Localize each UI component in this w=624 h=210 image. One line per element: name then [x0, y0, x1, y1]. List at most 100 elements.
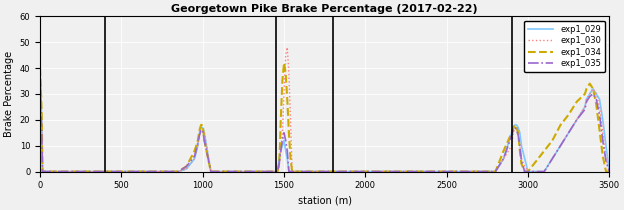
exp1_029 [283, 157, 291, 160]
exp1_030 [586, 93, 593, 95]
exp1_029 [285, 170, 293, 173]
exp1_030 [282, 54, 290, 56]
exp1_035 [196, 134, 203, 136]
exp1_030 [573, 119, 580, 121]
exp1_034 [191, 150, 198, 152]
exp1_035 [275, 163, 283, 165]
exp1_029 [602, 144, 610, 147]
exp1_029 [274, 170, 281, 173]
exp1_035 [197, 129, 205, 131]
exp1_029 [500, 157, 507, 160]
exp1_034 [593, 103, 600, 106]
exp1_035 [586, 95, 593, 98]
exp1_034 [36, 67, 44, 69]
exp1_034 [589, 88, 597, 90]
exp1_034 [511, 124, 519, 126]
exp1_030 [199, 126, 207, 129]
exp1_034 [39, 170, 46, 173]
exp1_035 [175, 170, 182, 173]
exp1_029 [197, 126, 205, 129]
exp1_035 [521, 170, 529, 173]
exp1_034 [514, 131, 522, 134]
exp1_029 [573, 119, 580, 121]
exp1_029 [207, 170, 215, 173]
exp1_034 [276, 144, 284, 147]
exp1_035 [37, 106, 45, 108]
exp1_034 [37, 88, 45, 90]
exp1_034 [199, 124, 207, 126]
exp1_034 [586, 82, 593, 85]
exp1_029 [36, 72, 44, 75]
exp1_030 [207, 170, 215, 173]
exp1_030 [191, 157, 198, 160]
exp1_029 [280, 139, 288, 142]
exp1_035 [279, 139, 286, 142]
exp1_029 [516, 131, 524, 134]
exp1_035 [513, 129, 520, 131]
exp1_029 [586, 93, 593, 95]
exp1_034 [565, 113, 572, 116]
exp1_029 [593, 93, 600, 95]
exp1_030 [283, 46, 291, 49]
exp1_034 [183, 165, 190, 168]
exp1_029 [510, 126, 517, 129]
exp1_030 [510, 131, 517, 134]
exp1_030 [274, 170, 281, 173]
exp1_034 [599, 155, 607, 157]
exp1_029 [605, 170, 613, 173]
exp1_030 [183, 168, 190, 170]
exp1_030 [548, 157, 556, 160]
exp1_035 [183, 165, 190, 168]
exp1_035 [589, 93, 597, 95]
exp1_035 [282, 139, 290, 142]
exp1_034 [275, 163, 283, 165]
exp1_030 [518, 157, 525, 160]
exp1_034 [605, 170, 613, 173]
exp1_029 [511, 124, 519, 126]
exp1_035 [500, 157, 507, 160]
exp1_034 [513, 126, 520, 129]
exp1_030 [275, 165, 283, 168]
exp1_035 [540, 170, 548, 173]
exp1_030 [175, 170, 182, 173]
exp1_034 [573, 100, 580, 103]
exp1_035 [548, 157, 556, 160]
exp1_029 [518, 144, 525, 147]
exp1_035 [573, 119, 580, 121]
exp1_034 [38, 113, 46, 116]
exp1_034 [521, 170, 529, 173]
exp1_035 [514, 134, 522, 136]
exp1_030 [596, 106, 603, 108]
exp1_030 [593, 93, 600, 95]
exp1_035 [511, 126, 519, 129]
exp1_029 [200, 131, 208, 134]
exp1_034 [602, 170, 610, 173]
exp1_035 [277, 150, 285, 152]
exp1_034 [557, 124, 564, 126]
exp1_030 [288, 170, 296, 173]
exp1_029 [508, 131, 515, 134]
exp1_034 [175, 170, 182, 173]
exp1_035 [36, 80, 44, 82]
exp1_034 [518, 163, 525, 165]
exp1_029 [514, 126, 522, 129]
exp1_029 [194, 144, 202, 147]
exp1_034 [596, 129, 603, 131]
exp1_034 [524, 170, 532, 173]
X-axis label: station (m): station (m) [298, 196, 352, 206]
exp1_030 [197, 126, 205, 129]
exp1_034 [287, 157, 295, 160]
Y-axis label: Brake Percentage: Brake Percentage [4, 51, 14, 137]
exp1_035 [194, 142, 202, 144]
exp1_035 [557, 144, 564, 147]
exp1_029 [199, 126, 207, 129]
exp1_030 [194, 144, 202, 147]
exp1_035 [492, 170, 499, 173]
exp1_030 [589, 88, 597, 90]
Line: exp1_029: exp1_029 [40, 73, 609, 172]
exp1_030 [521, 165, 529, 168]
exp1_029 [513, 124, 520, 126]
exp1_029 [583, 98, 590, 100]
exp1_035 [524, 170, 532, 173]
exp1_034 [548, 139, 556, 142]
